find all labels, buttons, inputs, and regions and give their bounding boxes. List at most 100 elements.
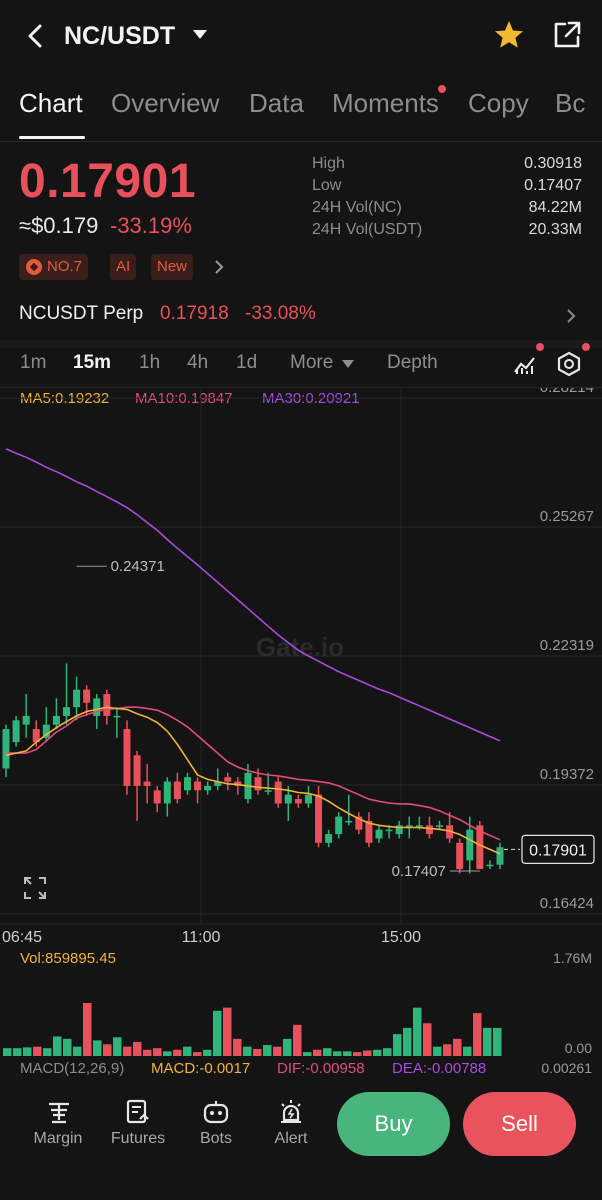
volume-bar — [153, 1048, 162, 1056]
sell-button[interactable]: Sell — [463, 1092, 576, 1156]
tab-overview[interactable]: Overview — [111, 88, 220, 118]
ai-badge[interactable]: AI — [110, 254, 137, 280]
candle-body — [73, 689, 81, 708]
volume-bar — [343, 1051, 352, 1056]
tf-4h[interactable]: 4h — [187, 352, 209, 373]
margin-icon[interactable] — [44, 1098, 74, 1126]
chevron-right-icon[interactable] — [212, 258, 226, 276]
pair-title[interactable]: NC/USDT — [64, 22, 176, 50]
volume-bar — [323, 1048, 332, 1056]
volume-bar — [143, 1049, 152, 1056]
tf-1d[interactable]: 1d — [236, 352, 258, 373]
tf-1m[interactable]: 1m — [20, 352, 47, 373]
alert-icon[interactable] — [276, 1098, 306, 1126]
main-tabs: Chart Overview Data Moments Copy Bc — [0, 85, 602, 142]
tab-data[interactable]: Data — [249, 88, 304, 118]
candle-body — [113, 715, 121, 718]
tf-1h[interactable]: 1h — [139, 352, 161, 373]
candle-body — [446, 825, 454, 839]
volume-bar — [233, 1038, 242, 1056]
candle-body — [284, 794, 292, 804]
volume-bar — [353, 1052, 362, 1056]
section-divider — [0, 340, 602, 348]
macd-right-value: 0.00261 — [541, 1060, 592, 1076]
perp-change: -33.08% — [245, 303, 316, 324]
more-dropdown-icon[interactable] — [342, 360, 354, 368]
candle-body — [375, 829, 383, 839]
stat-vol-usdt-label: 24H Vol(USDT) — [312, 221, 423, 238]
low-marker-label: 0.17407 — [392, 863, 446, 880]
volume-bar — [23, 1047, 32, 1056]
volume-bar — [263, 1045, 272, 1056]
rank-label: NO.7 — [47, 258, 83, 275]
bots-icon[interactable] — [201, 1098, 231, 1126]
candle-body — [264, 790, 272, 792]
candle-body — [153, 790, 161, 804]
last-price-box — [521, 834, 595, 864]
volume-bar — [383, 1048, 392, 1056]
tab-bots-partial[interactable]: Bc — [555, 88, 586, 118]
volume-bar — [413, 1007, 422, 1056]
volume-bar — [203, 1049, 212, 1056]
candle-body — [42, 724, 50, 738]
nav-futures[interactable]: Futures — [110, 1130, 166, 1147]
tab-copy[interactable]: Copy — [468, 88, 529, 118]
back-arrow-icon[interactable] — [18, 18, 52, 54]
candle-body — [133, 755, 141, 786]
candle-body — [83, 689, 91, 703]
high-marker-label: 0.24371 — [111, 558, 165, 575]
candle-body — [2, 729, 10, 769]
candle-body — [183, 777, 191, 791]
nav-margin[interactable]: Margin — [33, 1130, 83, 1147]
candle-body — [62, 707, 70, 716]
settings-hex-icon[interactable] — [555, 350, 583, 378]
buy-button[interactable]: Buy — [337, 1092, 450, 1156]
timeframe-divider — [0, 387, 602, 388]
tab-moments[interactable]: Moments — [332, 88, 439, 118]
volume-bar — [293, 1024, 302, 1056]
volume-bar — [313, 1049, 322, 1056]
stat-low-label: Low — [312, 177, 342, 194]
volume-bar — [393, 1034, 402, 1056]
perp-price: 0.17918 — [160, 303, 229, 324]
candle-body — [173, 781, 181, 800]
volume-bar — [463, 1046, 472, 1056]
candlestick-chart[interactable]: 0.28214 0.25267 0.22319 0.19372 0.16424 06:45… — [0, 388, 602, 948]
moments-notification-dot — [438, 85, 446, 93]
rank-icon — [26, 259, 42, 275]
candle-body — [12, 720, 20, 743]
y-tick-label: 0.16424 — [540, 895, 594, 912]
pair-dropdown-icon[interactable] — [193, 30, 207, 39]
fullscreen-icon[interactable] — [22, 875, 48, 901]
candle-body — [395, 825, 403, 835]
last-price-label: 0.17901 — [529, 842, 587, 859]
rank-badge[interactable]: NO.7 — [19, 254, 89, 280]
share-icon[interactable] — [550, 18, 584, 52]
candle-body — [486, 864, 494, 867]
candle-body — [294, 799, 302, 804]
volume-bar — [43, 1048, 52, 1056]
candle-body — [405, 825, 413, 827]
tf-15m[interactable]: 15m — [73, 352, 112, 373]
candle-body — [224, 777, 232, 782]
candle-body — [496, 847, 504, 865]
futures-icon[interactable] — [123, 1098, 153, 1126]
volume-max-label: 1.76M — [553, 950, 592, 966]
tf-depth[interactable]: Depth — [387, 352, 438, 373]
volume-bar — [403, 1027, 412, 1056]
volume-bar — [93, 1040, 102, 1056]
indicator-icon[interactable] — [511, 350, 539, 378]
nav-alert[interactable]: Alert — [274, 1130, 308, 1147]
new-badge[interactable]: New — [151, 254, 194, 280]
volume-bar — [213, 1010, 222, 1056]
tab-chart[interactable]: Chart — [19, 88, 83, 118]
y-tick-label: 0.28214 — [540, 388, 594, 396]
candle-body — [415, 825, 423, 827]
perp-row[interactable]: NCUSDT Perp 0.17918 -33.08% — [0, 294, 602, 338]
volume-bar — [3, 1048, 12, 1056]
favorite-star-icon[interactable] — [492, 18, 526, 52]
tf-more[interactable]: More — [290, 352, 334, 373]
candle-body — [143, 781, 151, 786]
volume-bar — [163, 1051, 172, 1056]
nav-bots[interactable]: Bots — [199, 1130, 232, 1147]
